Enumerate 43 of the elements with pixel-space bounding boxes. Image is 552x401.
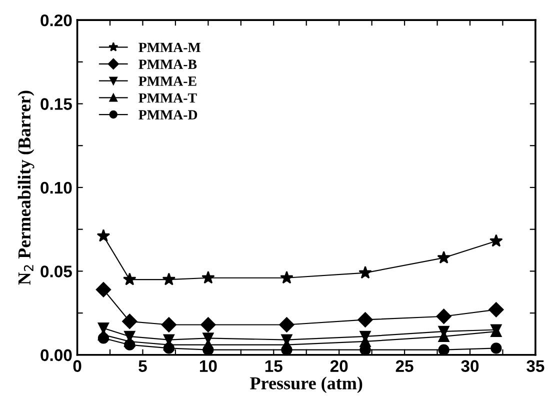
- point: [358, 312, 373, 328]
- y-tick-label: 0.10: [40, 182, 72, 194]
- legend-label: PMMA-T: [138, 93, 197, 103]
- point: [281, 344, 292, 355]
- y-tick-label: 0.20: [40, 14, 72, 26]
- point: [490, 342, 502, 354]
- y-tick-label: 0.15: [40, 98, 72, 110]
- x-tick-label: 30: [461, 360, 479, 372]
- x-tick-label: 0: [73, 360, 82, 372]
- point: [200, 317, 216, 332]
- x-tick-label: 25: [396, 360, 414, 372]
- point: [280, 270, 294, 284]
- point: [490, 234, 503, 247]
- point: [202, 344, 214, 355]
- point: [162, 272, 176, 286]
- legend-label: PMMA-B: [138, 60, 197, 69]
- legend-label: PMMA-D: [138, 110, 198, 120]
- point: [122, 314, 138, 329]
- y-tick-label: 0.05: [40, 266, 72, 278]
- point: [96, 282, 112, 298]
- point: [438, 344, 450, 355]
- point: [163, 342, 174, 354]
- x-axis-title: Pressure (atm): [250, 376, 362, 394]
- point: [488, 302, 504, 318]
- x-tick-label: 20: [330, 360, 348, 372]
- y-axis-title: N$_{2}$ Permeability (Barrer): [18, 90, 34, 285]
- legend-label: PMMA-E: [138, 76, 196, 86]
- point: [98, 332, 110, 344]
- point: [161, 317, 176, 332]
- point: [279, 317, 294, 332]
- x-tick-label: 15: [265, 360, 282, 372]
- x-tick-label: 35: [526, 360, 544, 372]
- point: [202, 270, 215, 284]
- legend-label: PMMA-M: [138, 42, 200, 52]
- y-tick-label: 0.00: [40, 349, 72, 362]
- x-tick-label: 5: [138, 360, 147, 372]
- point: [96, 229, 110, 242]
- x-tick-label: 10: [200, 360, 217, 372]
- point: [436, 308, 452, 324]
- point: [123, 272, 136, 286]
- point: [437, 250, 450, 264]
- point: [124, 339, 136, 350]
- point: [358, 266, 372, 279]
